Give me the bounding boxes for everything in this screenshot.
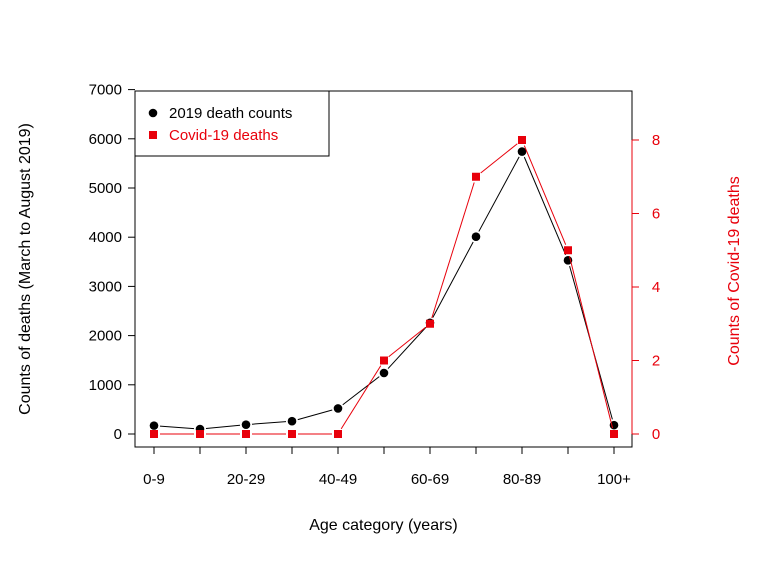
y-axis-label-right: Counts of Covid-19 deaths (726, 176, 743, 365)
covid-deaths-point (288, 430, 296, 438)
covid-deaths-line-segment (431, 182, 475, 319)
covid-deaths-point (242, 430, 250, 438)
death-counts-2019-line-segment (523, 156, 567, 255)
y-tick-label-left: 0 (114, 426, 122, 443)
death-counts-2019-line-segment (387, 326, 427, 369)
death-counts-2019-point (379, 368, 389, 378)
y-tick-label-right: 6 (652, 206, 660, 223)
x-tick-label: 0-9 (143, 471, 165, 488)
y-tick-label-left: 6000 (89, 131, 122, 148)
death-counts-2019-point (149, 421, 159, 430)
covid-deaths-point (610, 430, 618, 438)
death-counts-2019-point (517, 147, 527, 156)
death-counts-2019-line-segment (432, 241, 474, 318)
covid-deaths-line-segment (568, 255, 614, 429)
covid-deaths-line-segment (340, 365, 382, 430)
covid-deaths-line-segment (523, 145, 567, 245)
death-counts-2019-line-segment (159, 425, 195, 430)
death-counts-2019-line-segment (205, 424, 241, 430)
covid-deaths-line-segment (480, 143, 518, 174)
death-counts-2019-line-segment (251, 421, 287, 425)
legend-entry: 2019 death counts (169, 105, 292, 122)
y-tick-label-left: 7000 (89, 82, 122, 99)
covid-deaths-line-segment (388, 327, 426, 358)
y-tick-label-right: 8 (652, 132, 660, 149)
y-tick-label-right: 0 (652, 426, 660, 443)
y-tick-label-right: 2 (652, 353, 660, 370)
x-tick-label: 100+ (597, 471, 631, 488)
death-counts-2019-line-segment (342, 376, 380, 406)
y-tick-label-left: 4000 (89, 229, 122, 246)
legend-box (134, 90, 330, 157)
covid-deaths-point (426, 319, 434, 328)
y-tick-label-right: 4 (652, 279, 660, 296)
death-counts-2019-point (333, 404, 343, 413)
legend-marker-circle (148, 108, 158, 118)
y-tick-label-left: 5000 (89, 180, 122, 197)
covid-deaths-point (472, 172, 480, 181)
covid-deaths-point (518, 136, 526, 144)
death-counts-2019-line-segment (478, 156, 520, 232)
covid-deaths-point (150, 430, 158, 438)
covid-deaths-point (380, 356, 388, 365)
covid-deaths-point (196, 430, 204, 438)
y-axis-label-left: Counts of deaths (March to August 2019) (17, 123, 34, 415)
y-tick-label-left: 1000 (89, 377, 122, 394)
death-counts-2019-point (287, 416, 297, 426)
x-tick-label: 80-89 (503, 471, 541, 488)
death-counts-2019-point (241, 420, 251, 429)
death-counts-2019-line-segment (297, 409, 333, 421)
x-tick-label: 40-49 (319, 471, 357, 488)
x-tick-label: 20-29 (227, 471, 265, 488)
covid-deaths-point (564, 246, 572, 255)
x-axis-label: Age category (years) (309, 517, 458, 534)
legend-entry: Covid-19 deaths (169, 127, 278, 144)
death-counts-2019-point (471, 232, 481, 242)
legend: 2019 death counts Covid-19 deaths (134, 90, 330, 157)
y-tick-label-left: 3000 (89, 278, 122, 295)
covid-deaths-point (334, 430, 342, 438)
x-tick-label: 60-69 (411, 471, 449, 488)
legend-marker-square (149, 131, 157, 139)
y-tick-label-left: 2000 (89, 328, 122, 345)
